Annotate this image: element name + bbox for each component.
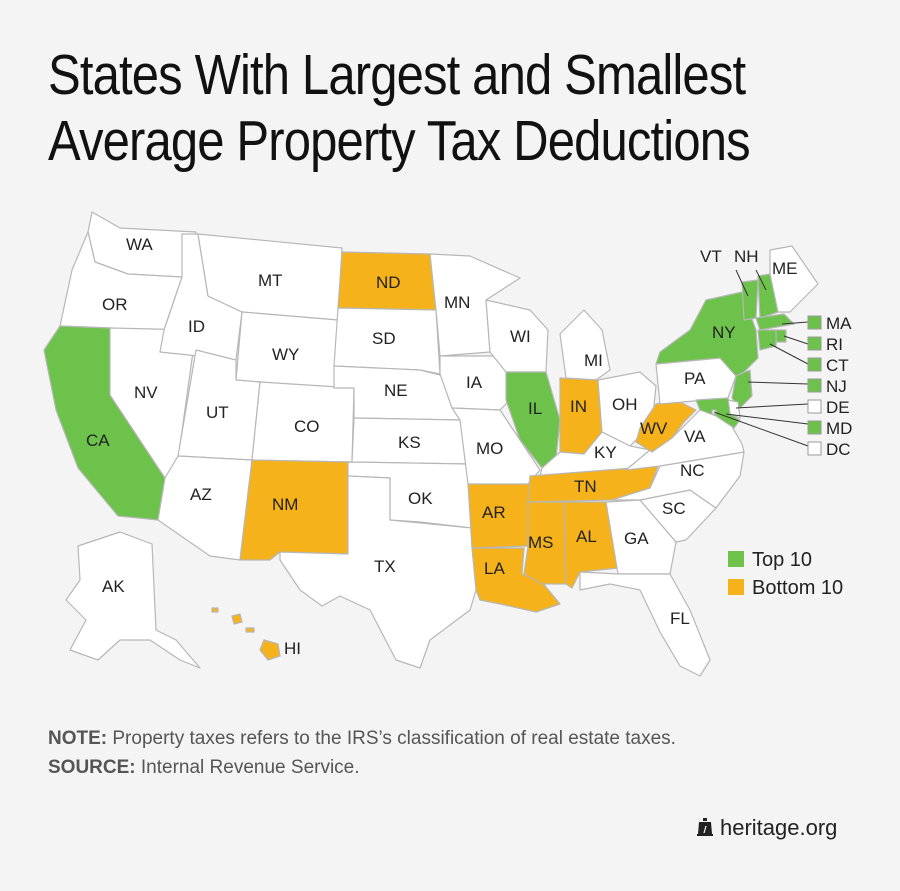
label-ky: KY: [594, 443, 617, 462]
label-nm: NM: [272, 495, 298, 514]
brand-text: heritage.org: [720, 815, 838, 840]
state-az: [157, 455, 253, 561]
source-line: SOURCE: Internal Revenue Service.: [48, 753, 888, 782]
map-title: States With Largest and Smallest Average…: [48, 42, 874, 174]
key-box-de: [807, 399, 822, 414]
legend-label-top: Top 10: [752, 549, 812, 571]
note-text: Property taxes refers to the IRS’s class…: [107, 728, 676, 749]
key-label-md: MD: [826, 419, 852, 438]
key-box-ri: [807, 336, 822, 351]
label-hi: HI: [284, 639, 301, 658]
label-co: CO: [294, 417, 320, 436]
label-oh: OH: [612, 395, 638, 414]
label-tx: TX: [374, 557, 396, 576]
label-wy: WY: [272, 345, 299, 364]
state-la: [471, 547, 561, 613]
label-wv: WV: [640, 419, 668, 438]
state-ma: [755, 313, 795, 331]
legend-swatch-top: [728, 551, 744, 567]
state-fl: [579, 571, 711, 677]
state-me: [769, 245, 819, 313]
state-ny: [655, 291, 759, 377]
source-label: SOURCE:: [48, 757, 136, 778]
title-line-2: Average Property Tax Deductions: [48, 109, 751, 173]
note-label: NOTE:: [48, 728, 108, 749]
label-ia: IA: [466, 373, 483, 392]
label-mn: MN: [444, 293, 470, 312]
label-ak: AK: [102, 577, 125, 596]
label-va: VA: [684, 427, 706, 446]
label-ar: AR: [482, 503, 506, 522]
label-ut: UT: [206, 403, 229, 422]
label-me: ME: [772, 259, 798, 278]
key-label-ri: RI: [826, 335, 843, 354]
liberty-bell-icon: [697, 818, 713, 836]
key-box-ma: [807, 315, 822, 330]
brand: heritage.org: [696, 815, 837, 841]
label-sd: SD: [372, 329, 396, 348]
label-nv: NV: [134, 383, 158, 402]
label-al: AL: [576, 527, 597, 546]
small-state-key: MA RI CT NJ DE MD DC: [807, 314, 852, 459]
label-ms: MS: [528, 533, 554, 552]
label-wa: WA: [126, 235, 153, 254]
key-box-md: [807, 420, 822, 435]
title-line-1: States With Largest and Smallest: [48, 43, 746, 107]
state-ct: [757, 329, 777, 351]
label-nc: NC: [680, 461, 705, 480]
label-az: AZ: [190, 485, 212, 504]
label-in: IN: [570, 397, 587, 416]
label-sc: SC: [662, 499, 686, 518]
state-nj: [731, 369, 753, 409]
label-ga: GA: [624, 529, 649, 548]
key-label-de: DE: [826, 398, 850, 417]
key-box-dc: [807, 441, 822, 456]
label-ok: OK: [408, 489, 433, 508]
label-il: IL: [528, 399, 542, 418]
note-line: NOTE: Property taxes refers to the IRS’s…: [48, 724, 888, 753]
key-label-ct: CT: [826, 356, 849, 375]
label-tn: TN: [574, 477, 597, 496]
label-mo: MO: [476, 439, 503, 458]
key-box-ct: [807, 357, 822, 372]
state-ak: [65, 531, 201, 669]
legend: Top 10 Bottom 10: [728, 549, 843, 599]
leader-lines: [713, 269, 809, 447]
notes: NOTE: Property taxes refers to the IRS’s…: [48, 724, 888, 782]
label-pa: PA: [684, 369, 706, 388]
label-mi: MI: [584, 351, 603, 370]
state-vt: [741, 279, 759, 321]
state-tx: [279, 475, 481, 669]
label-ks: KS: [398, 433, 421, 452]
label-fl: FL: [670, 609, 690, 628]
legend-label-bottom: Bottom 10: [752, 577, 843, 599]
source-text: Internal Revenue Service.: [135, 757, 360, 778]
label-mt: MT: [258, 271, 283, 290]
label-id: ID: [188, 317, 205, 336]
label-wi: WI: [510, 327, 531, 346]
label-nh: NH: [734, 247, 759, 266]
label-vt: VT: [700, 247, 722, 266]
label-or: OR: [102, 295, 128, 314]
key-label-nj: NJ: [826, 377, 847, 396]
legend-swatch-bottom: [728, 579, 744, 595]
key-box-nj: [807, 378, 822, 393]
state-hi: [211, 607, 281, 661]
key-label-dc: DC: [826, 440, 851, 459]
label-ca: CA: [86, 431, 110, 450]
label-ny: NY: [712, 323, 736, 342]
label-ne: NE: [384, 381, 408, 400]
label-nd: ND: [376, 273, 401, 292]
key-label-ma: MA: [826, 314, 852, 333]
label-la: LA: [484, 559, 505, 578]
